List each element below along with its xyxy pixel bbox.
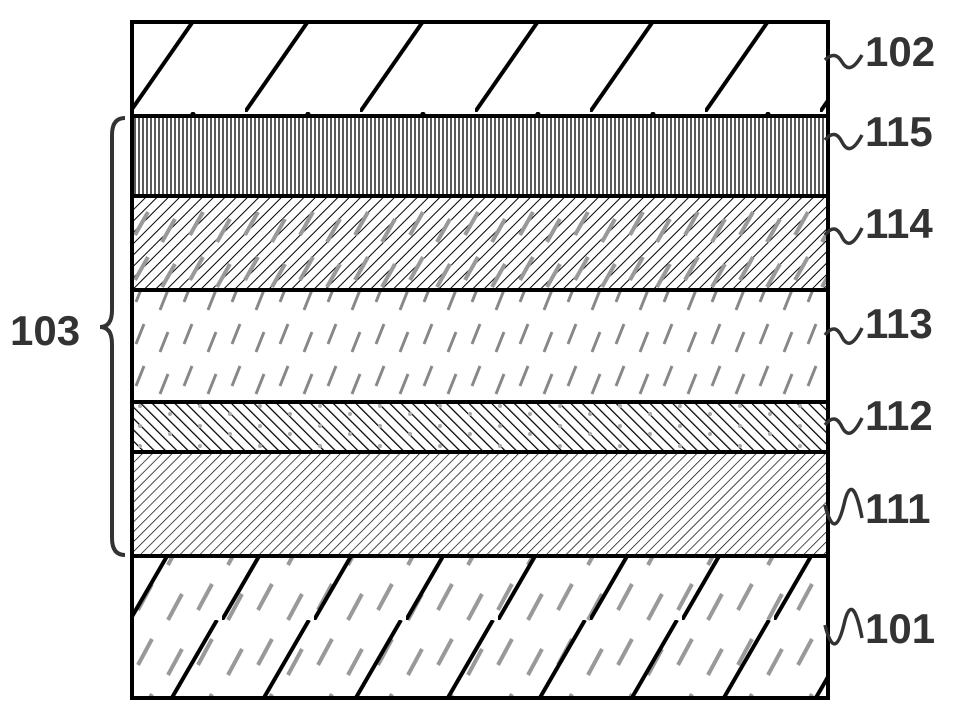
label-113: 113 — [865, 300, 933, 348]
label-115: 115 — [865, 108, 933, 156]
label-114: 114 — [865, 200, 933, 248]
label-101: 101 — [865, 605, 935, 653]
label-112: 112 — [865, 392, 933, 440]
label-102: 102 — [865, 28, 935, 76]
label-111: 111 — [865, 485, 930, 533]
leader-lines — [0, 0, 958, 711]
label-103-bracket: 103 — [10, 307, 80, 355]
